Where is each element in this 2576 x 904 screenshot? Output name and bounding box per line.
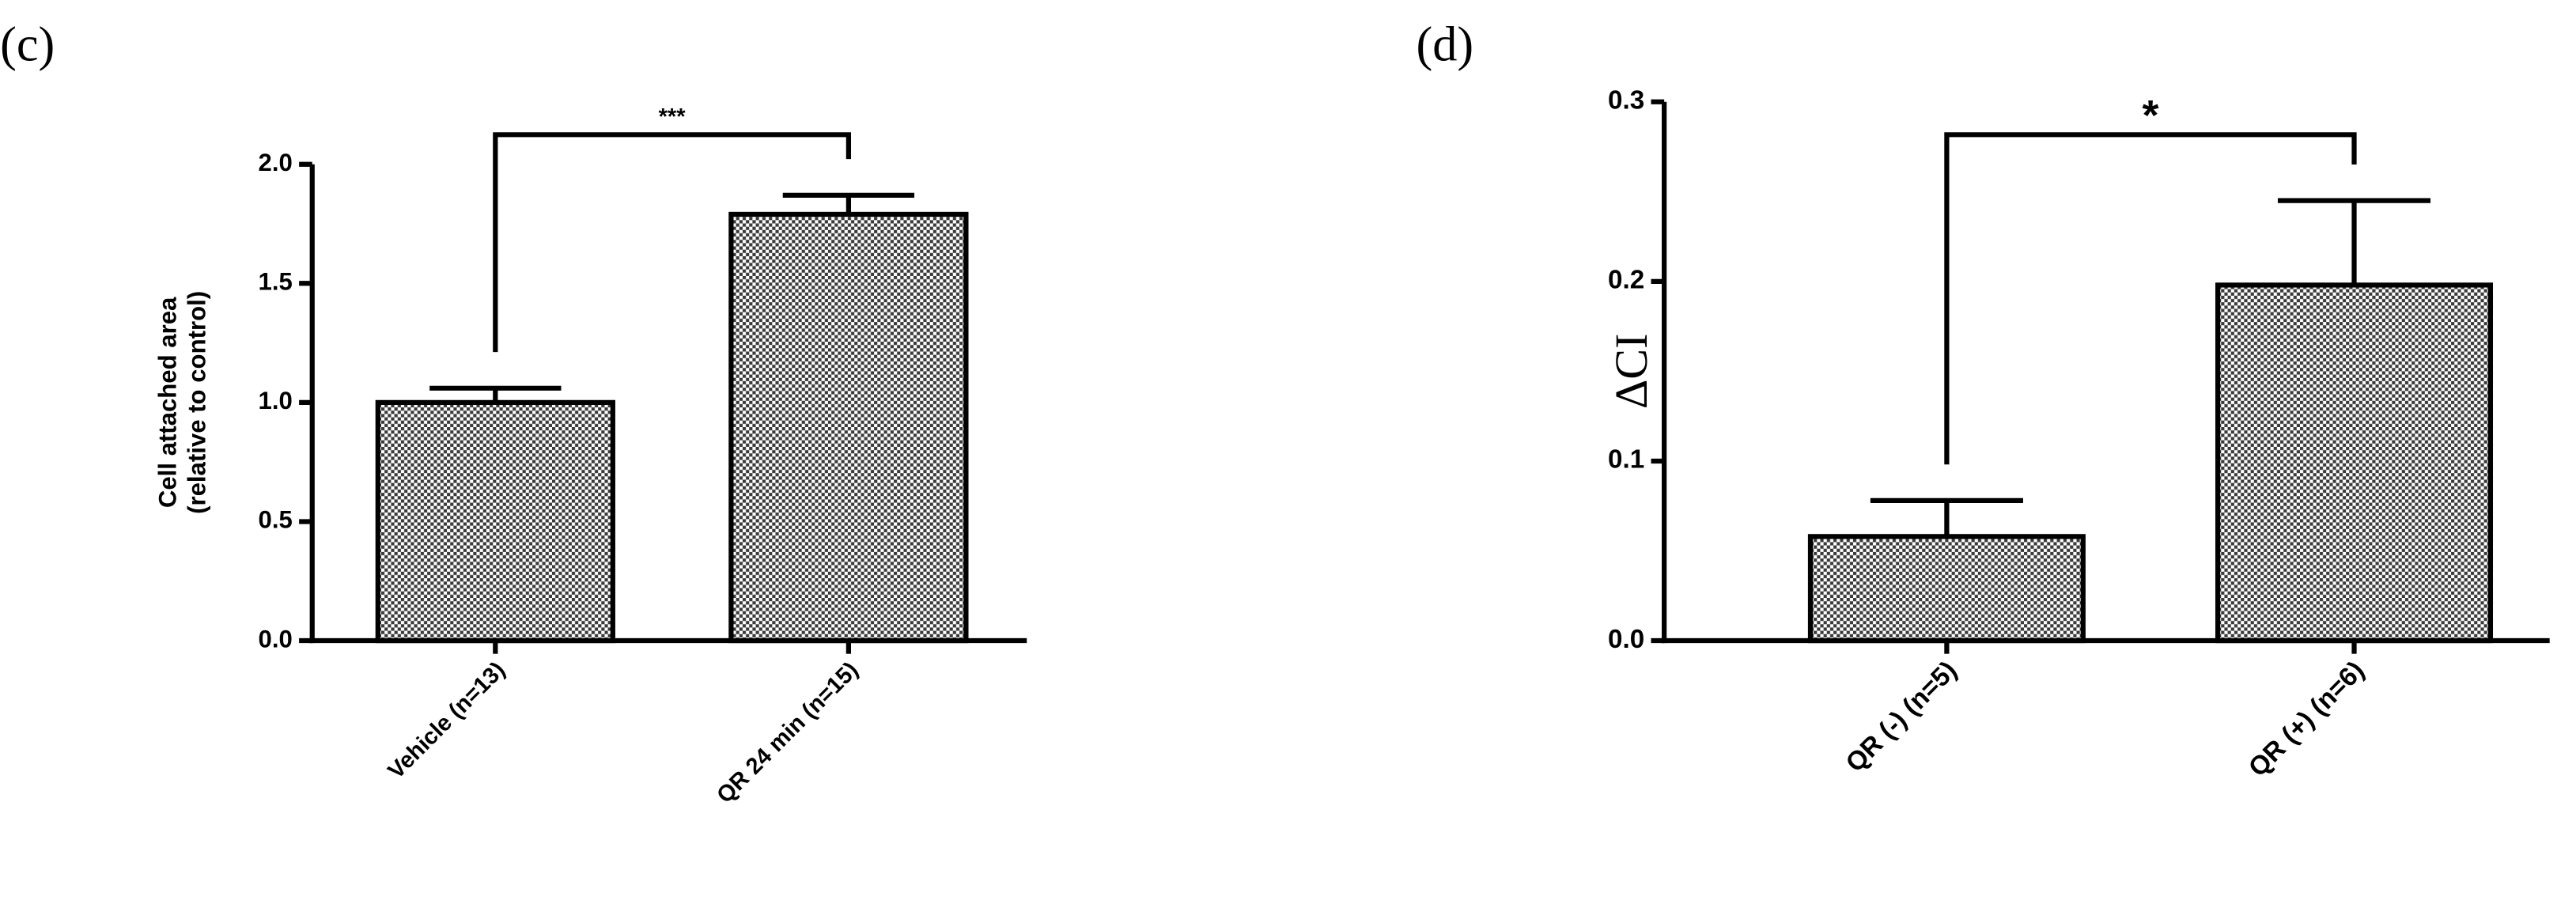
x-tick-label: QR 24 min (n=15) — [712, 657, 863, 808]
y-tick-label: 0.0 — [1608, 625, 1644, 654]
x-tick-label: QR (+) (n=6) — [2243, 656, 2370, 783]
y-tick-label: 2.0 — [259, 149, 293, 176]
significance-label: * — [2142, 92, 2158, 139]
y-tick-label: 1.0 — [259, 387, 293, 414]
panel-label: (c) — [0, 17, 55, 72]
y-tick-label: 0.5 — [259, 506, 293, 534]
significance-label: *** — [659, 104, 687, 130]
y-tick-label: 0.0 — [259, 625, 293, 652]
y-tick-label: 1.5 — [259, 268, 293, 296]
x-tick-label: Vehicle (n=13) — [384, 657, 510, 784]
bar — [728, 211, 969, 644]
bar — [1807, 534, 2086, 644]
y-axis-label: ΔCI — [1606, 334, 1657, 410]
y-tick-label: 0.2 — [1608, 266, 1644, 295]
y-tick-label: 0.1 — [1608, 445, 1644, 475]
x-tick-label: QR (-) (n=5) — [1840, 656, 1963, 778]
significance-bracket — [1944, 132, 2357, 465]
y-axis-label: Cell attached area — [153, 297, 181, 508]
panel-label: (d) — [1417, 17, 1474, 72]
bar — [2215, 282, 2494, 644]
bar — [375, 399, 615, 644]
significance-bracket — [493, 132, 852, 353]
y-tick-label: 0.3 — [1608, 86, 1644, 115]
y-axis-label: (relative to control) — [183, 291, 211, 514]
